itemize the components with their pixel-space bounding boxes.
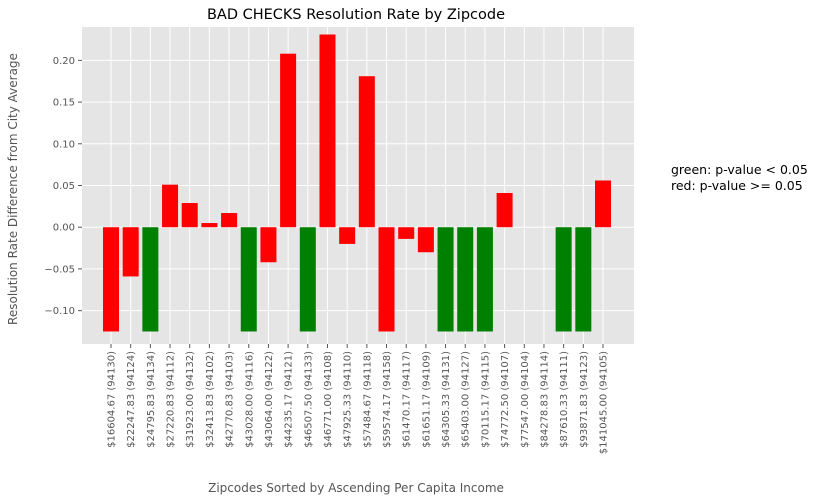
x-tick-label: $61651.17 (94109) <box>421 351 432 448</box>
x-tick-label: $47925.33 (94110) <box>343 351 354 448</box>
bar <box>358 76 375 228</box>
bar <box>319 34 336 228</box>
y-tick-label: 0.10 <box>53 139 75 150</box>
bar <box>142 227 159 332</box>
x-tick-label: $141045.00 (94105) <box>599 351 610 454</box>
bar <box>595 180 611 228</box>
y-tick-label: 0.00 <box>53 223 75 234</box>
y-tick-label: 0.15 <box>53 98 75 109</box>
x-tick-label: $77547.00 (94104) <box>520 351 531 448</box>
x-tick-label: $22247.83 (94124) <box>126 351 137 448</box>
y-axis-label: Resolution Rate Difference from City Ave… <box>6 53 20 325</box>
bar <box>181 203 198 228</box>
legend-red-note: red: p-value >= 0.05 <box>671 178 803 193</box>
bar <box>555 227 572 332</box>
bar <box>240 227 257 332</box>
x-tick-label: $31923.00 (94132) <box>185 351 196 448</box>
x-tick-label: $70115.17 (94115) <box>480 351 491 448</box>
bars <box>103 34 611 332</box>
x-axis-label: Zipcodes Sorted by Ascending Per Capita … <box>208 481 504 495</box>
bar <box>103 227 119 332</box>
x-tick-label: $44235.17 (94121) <box>284 351 295 448</box>
bar <box>417 227 434 253</box>
bar <box>122 227 139 277</box>
bar <box>496 193 513 228</box>
x-tick-label: $87610.33 (94111) <box>559 351 570 448</box>
x-tick-label: $84278.83 (94114) <box>539 351 550 448</box>
bar <box>201 223 218 228</box>
bar <box>457 227 474 332</box>
y-tick-label: 0.20 <box>53 56 75 67</box>
x-tick-label: $32413.83 (94102) <box>205 351 216 448</box>
chart-title: BAD CHECKS Resolution Rate by Zipcode <box>207 7 505 23</box>
x-tick-label: $43028.00 (94116) <box>244 351 255 448</box>
x-tick-label: $59574.17 (94158) <box>382 351 393 448</box>
x-tick-label: $65403.00 (94127) <box>461 351 472 448</box>
bar <box>280 53 297 228</box>
x-axis-ticks: $16604.67 (94130) $22247.83 (94124) $24795… <box>107 344 610 454</box>
bar <box>162 184 179 228</box>
x-tick-label: $93871.83 (94123) <box>579 351 590 448</box>
legend-green-note: green: p-value < 0.05 <box>671 162 808 177</box>
x-tick-label: $43064.00 (94122) <box>264 351 275 448</box>
bar <box>398 227 415 239</box>
bar <box>476 227 493 332</box>
bar <box>437 227 454 332</box>
x-tick-label: $27220.83 (94112) <box>166 351 177 448</box>
y-tick-label: 0.05 <box>53 181 75 192</box>
x-tick-label: $42770.83 (94103) <box>225 351 236 448</box>
x-tick-label: $64305.33 (94131) <box>441 351 452 448</box>
y-tick-label: −0.05 <box>44 264 75 275</box>
x-tick-label: $46771.00 (94108) <box>323 351 334 448</box>
x-tick-label: $46507.50 (94133) <box>303 351 314 448</box>
bar <box>339 227 356 244</box>
x-tick-label: $57484.67 (94118) <box>362 351 373 448</box>
x-tick-label: $74772.50 (94107) <box>500 351 511 448</box>
bar <box>299 227 316 332</box>
x-tick-label: $61470.17 (94117) <box>402 351 413 448</box>
bar <box>221 213 238 228</box>
y-axis-ticks: −0.10 −0.05 0.00 0.05 0.10 0.15 0.20 <box>44 56 82 317</box>
bar <box>260 227 277 263</box>
bar <box>378 227 395 332</box>
y-tick-label: −0.10 <box>44 306 75 317</box>
bar <box>575 227 592 332</box>
x-tick-label: $24795.83 (94134) <box>146 351 157 448</box>
x-tick-label: $16604.67 (94130) <box>107 351 118 448</box>
